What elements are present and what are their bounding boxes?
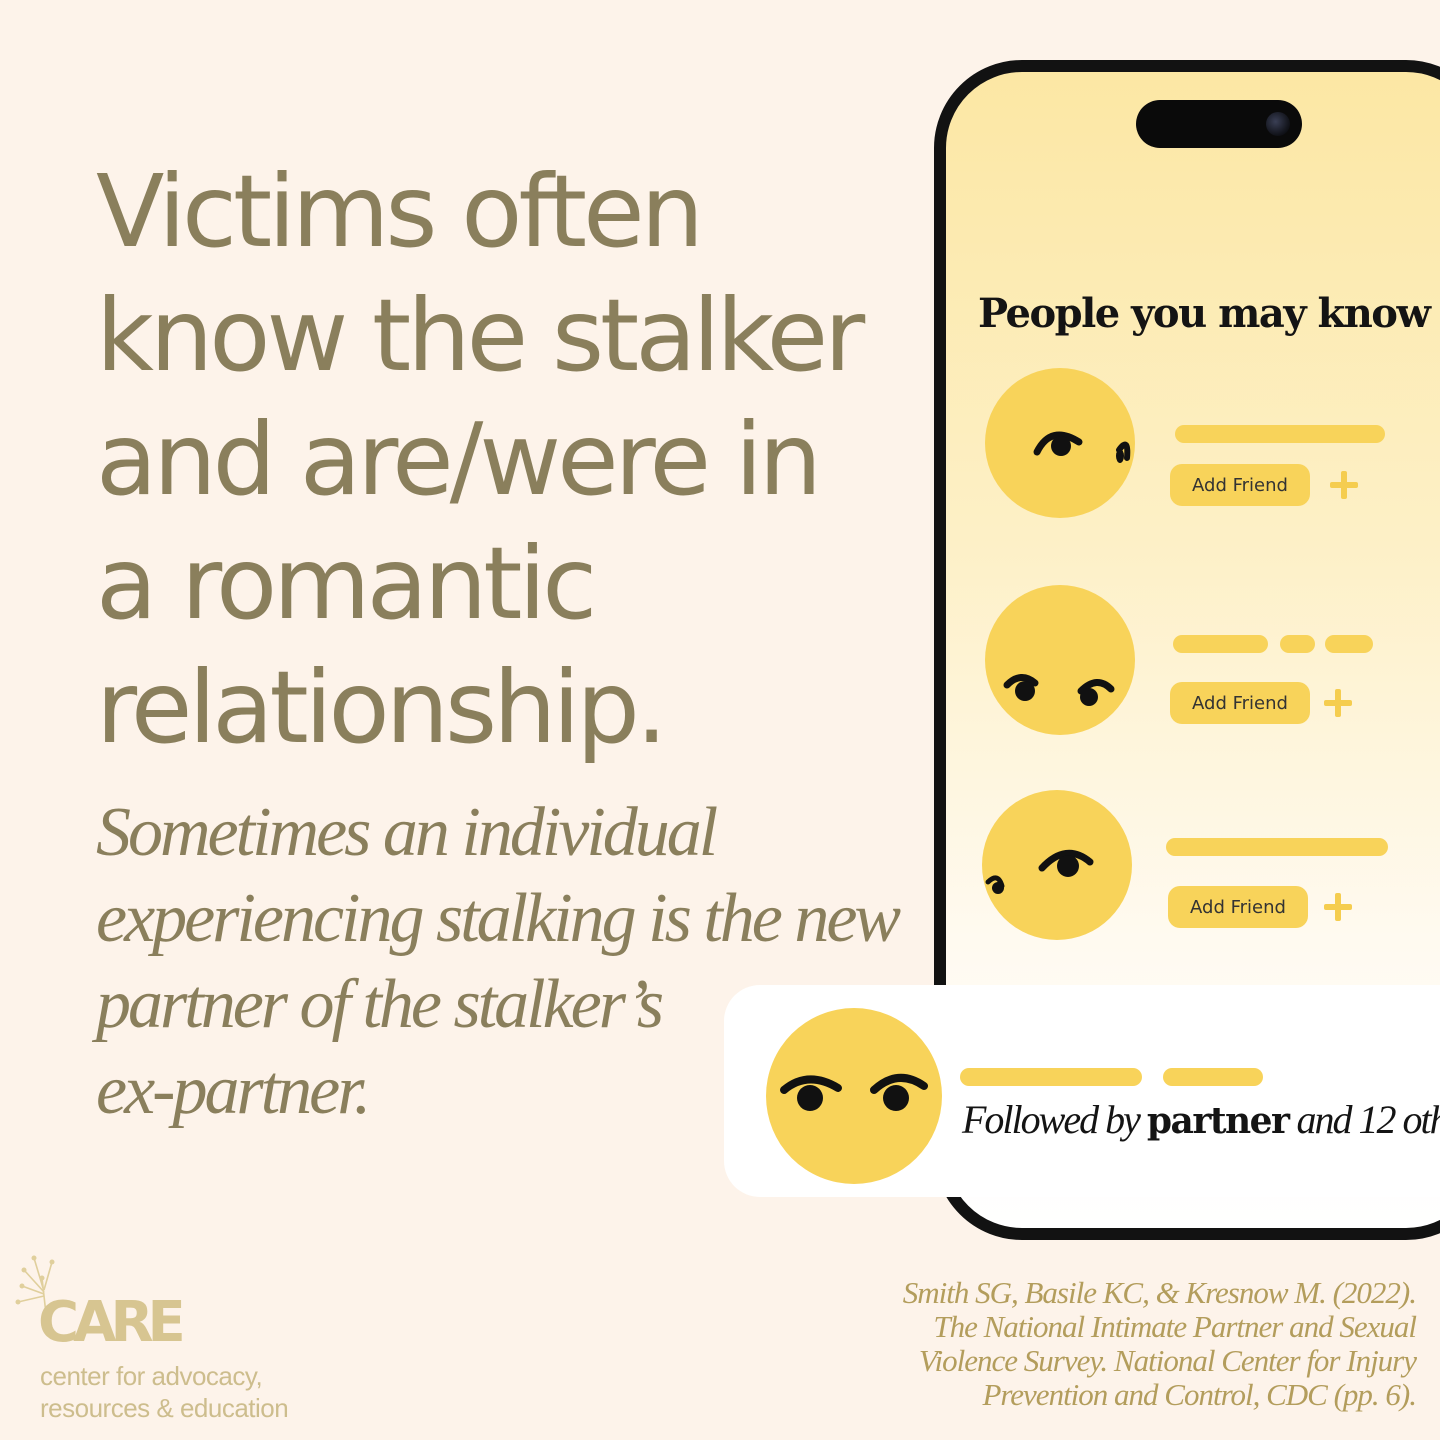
name-placeholder-bar xyxy=(960,1068,1142,1086)
avatar[interactable] xyxy=(985,368,1135,518)
citation-line: Violence Survey. National Center for Inj… xyxy=(918,1343,1417,1378)
headline-line: and are/were in xyxy=(96,401,822,518)
care-logo: CARE xyxy=(38,1290,186,1355)
plus-icon[interactable] xyxy=(1324,893,1352,921)
name-placeholder-bar xyxy=(1325,635,1373,653)
headline: Victims often know the stalker and are/w… xyxy=(96,150,896,770)
plus-icon[interactable] xyxy=(1324,689,1352,717)
avatar[interactable] xyxy=(985,585,1135,735)
headline-line: know the stalker xyxy=(96,277,865,394)
citation: Smith SG, Basile KC, & Kresnow M. (2022)… xyxy=(816,1275,1417,1412)
name-placeholder-bar xyxy=(1163,1068,1263,1086)
citation-line: The National Intimate Partner and Sexual xyxy=(933,1309,1417,1344)
citation-line: Prevention and Control, CDC (pp. 6). xyxy=(982,1377,1417,1412)
add-friend-button[interactable]: Add Friend xyxy=(1170,682,1310,724)
subline-line: partner of the stalker’s xyxy=(96,966,664,1043)
logo-tagline-line: center for advocacy, xyxy=(40,1361,263,1391)
eyes-icon xyxy=(985,849,1094,894)
avatar[interactable] xyxy=(982,790,1132,940)
eyes-icon xyxy=(1003,674,1115,706)
name-placeholder-bar xyxy=(1280,635,1315,653)
followed-by-text: Followed by partner and 12 others xyxy=(962,1096,1440,1143)
logo-tagline: center for advocacy, resources & educati… xyxy=(40,1360,289,1424)
section-title: People you may know xyxy=(978,290,1431,337)
eyes-icon xyxy=(780,1074,928,1111)
subline-line: ex-partner. xyxy=(96,1052,371,1129)
followed-suffix: and 12 others xyxy=(1296,1097,1440,1142)
followed-prefix: Followed by xyxy=(962,1097,1147,1142)
dynamic-island xyxy=(1136,100,1302,148)
subline-line: experiencing stalking is the new xyxy=(96,880,901,957)
followed-partner: partner xyxy=(1146,1100,1290,1142)
headline-line: a romantic xyxy=(96,525,597,642)
add-friend-button[interactable]: Add Friend xyxy=(1168,886,1308,928)
add-friend-button[interactable]: Add Friend xyxy=(1170,464,1310,506)
name-placeholder-bar xyxy=(1175,425,1385,443)
avatar[interactable] xyxy=(766,1008,942,1184)
headline-line: relationship. xyxy=(96,649,668,766)
headline-line: Victims often xyxy=(96,153,704,270)
eyes-icon xyxy=(1033,431,1131,463)
dandelion-icon xyxy=(15,1255,55,1315)
camera-icon xyxy=(1266,112,1290,136)
subline: Sometimes an individual experiencing sta… xyxy=(96,790,936,1134)
plus-icon[interactable] xyxy=(1330,471,1358,499)
logo-tagline-line: resources & education xyxy=(40,1393,289,1423)
subline-line: Sometimes an individual xyxy=(96,794,718,871)
citation-line: Smith SG, Basile KC, & Kresnow M. (2022)… xyxy=(902,1275,1417,1310)
name-placeholder-bar xyxy=(1173,635,1268,653)
name-placeholder-bar xyxy=(1166,838,1388,856)
